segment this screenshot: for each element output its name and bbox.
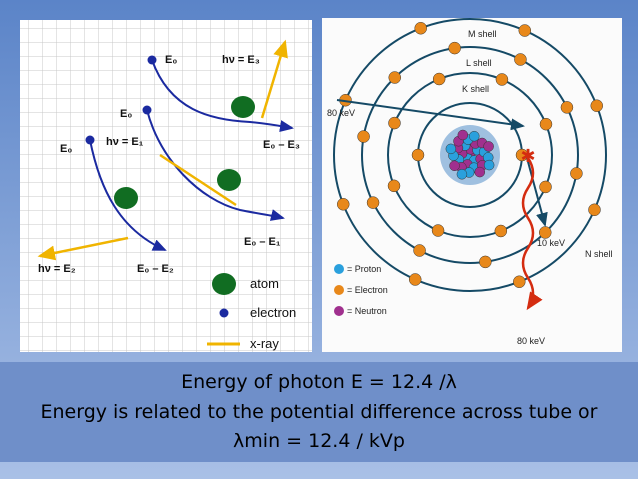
- caption-line: Energy is related to the potential diffe…: [41, 401, 598, 423]
- shell-label: K shell: [462, 84, 489, 94]
- atom: [217, 169, 241, 191]
- electron: [387, 179, 401, 193]
- x-ray: [260, 39, 288, 119]
- legend-label: atom: [250, 276, 279, 291]
- energy-label: 10 keV: [537, 238, 565, 248]
- electron: [408, 273, 422, 286]
- photon: [521, 157, 543, 311]
- nucleon: [445, 143, 457, 155]
- electron: [514, 53, 527, 66]
- electron: [570, 167, 583, 180]
- legend-label: x-ray: [250, 336, 279, 351]
- electron: [413, 244, 426, 257]
- electron: [513, 275, 526, 289]
- legend-neutron: [334, 306, 344, 316]
- electrons: [336, 21, 604, 289]
- label: E₀: [120, 108, 132, 120]
- shell: [333, 18, 607, 292]
- shell-label: L shell: [466, 58, 492, 68]
- electron: [479, 255, 492, 269]
- x-ray: [37, 236, 129, 261]
- label: hν = E₃: [222, 54, 260, 66]
- electron: [539, 180, 552, 194]
- label: hν = E₂: [38, 263, 76, 275]
- nucleons: [445, 129, 495, 180]
- left-diagram: E₀ hν = E₃ E₀ hν = E₁ E₀ – E₃ E₀ E₀ – E₁…: [20, 20, 312, 352]
- electron: [560, 101, 574, 114]
- electron: [448, 41, 461, 55]
- nucleon: [483, 159, 495, 171]
- electron: [85, 135, 95, 145]
- electron: [366, 196, 380, 209]
- label: hν = E₁: [106, 136, 144, 148]
- nucleon: [474, 166, 486, 178]
- electron: [388, 71, 402, 84]
- electron: [414, 21, 427, 35]
- electron: [538, 226, 552, 239]
- atom: [231, 96, 255, 118]
- shell-label: N shell: [585, 249, 613, 259]
- electron: [494, 224, 508, 238]
- electron: [495, 73, 509, 86]
- right-diagram: ✱ M shell L shell K shell N shell 80 keV…: [322, 18, 622, 352]
- shell: [387, 72, 553, 238]
- nucleon: [483, 141, 494, 152]
- electron: [142, 105, 152, 115]
- caption-line: Energy of photon E = 12.4 /λ: [181, 371, 457, 393]
- interaction-star: ✱: [520, 146, 535, 166]
- electron: [388, 116, 401, 130]
- label: E₀ – E₂: [137, 263, 174, 275]
- caption-line: λmin = 12.4 / kVp: [233, 430, 405, 452]
- legend-electron: [334, 285, 344, 295]
- legend-label: = Neutron: [347, 306, 387, 316]
- electron: [336, 198, 350, 211]
- label: E₀: [165, 54, 177, 66]
- electron: [588, 203, 601, 217]
- electron-path: [146, 109, 285, 221]
- legend-electron: [219, 308, 229, 318]
- legend-label: = Proton: [347, 264, 381, 274]
- electron-path: [89, 139, 167, 251]
- x-ray: [159, 153, 237, 207]
- electron-path: [151, 59, 294, 132]
- caption-band: [0, 362, 638, 462]
- grid: [20, 20, 312, 352]
- electron: [147, 55, 157, 65]
- incoming-electron: [336, 99, 525, 131]
- label: E₀: [60, 143, 72, 155]
- electron: [590, 99, 604, 112]
- nucleon: [468, 130, 480, 142]
- shell-label: M shell: [468, 29, 497, 39]
- nucleon: [449, 160, 460, 171]
- energy-label: 80 keV: [327, 108, 355, 118]
- legend-proton: [334, 264, 344, 274]
- atom: [114, 187, 138, 209]
- electron: [357, 130, 370, 143]
- electron: [518, 24, 532, 37]
- label: E₀ – E₃: [263, 139, 300, 151]
- electron: [431, 224, 445, 237]
- legend-label: electron: [250, 305, 296, 320]
- electron: [411, 148, 425, 162]
- electron: [539, 117, 553, 131]
- nucleon: [456, 168, 468, 180]
- label: E₀ – E₁: [244, 236, 281, 248]
- electron: [515, 148, 529, 162]
- ejected-electron: [526, 157, 548, 227]
- shell: [361, 46, 579, 264]
- electron: [432, 72, 446, 86]
- legend-label: = Electron: [347, 285, 388, 295]
- energy-label: 80 keV: [517, 336, 545, 346]
- nucleon: [457, 129, 469, 141]
- legend-atom: [212, 273, 236, 295]
